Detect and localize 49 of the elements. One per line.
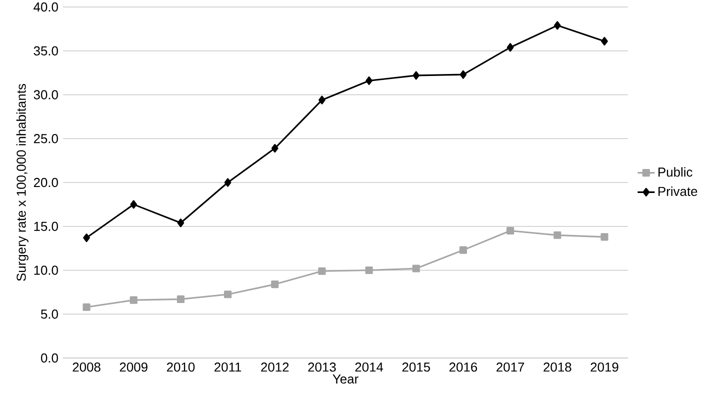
point: [412, 264, 420, 272]
point: [130, 296, 138, 304]
point: [412, 71, 420, 80]
legend-label: Public: [658, 167, 692, 177]
point: [224, 290, 232, 298]
y-tick-label: 5.0: [40, 310, 58, 319]
point: [177, 218, 184, 228]
x-tick-label: 2008: [72, 362, 100, 372]
point: [224, 178, 232, 187]
y-tick-label: 30.0: [34, 90, 58, 100]
point: [271, 144, 278, 153]
legend-label: Private: [658, 186, 698, 196]
point: [506, 226, 514, 235]
y-tick-label: 35.0: [34, 46, 58, 56]
x-tick-label: 2016: [449, 362, 478, 372]
x-tick-label: 2014: [355, 362, 384, 372]
point: [365, 266, 373, 274]
point: [83, 233, 90, 242]
point: [366, 76, 372, 85]
point: [130, 200, 138, 209]
point: [460, 70, 467, 79]
y-tick-label: 15.0: [34, 222, 58, 231]
point: [82, 303, 90, 311]
point: [506, 43, 514, 52]
x-tick-label: 2017: [496, 362, 524, 372]
point: [318, 267, 326, 275]
point: [176, 295, 184, 303]
x-tick-label: 2010: [166, 362, 195, 372]
point: [554, 231, 562, 239]
x-tick-label: 2012: [261, 362, 289, 372]
y-axis-title: Surgery rate x 100,000 inhabitants: [16, 84, 28, 281]
x-tick-label: 2018: [544, 362, 572, 372]
x-tick-label: 2011: [214, 362, 242, 372]
x-axis-title: Year: [332, 374, 358, 384]
y-tick-label: 0.0: [40, 353, 58, 363]
point: [600, 233, 608, 241]
y-tick-label: 25.0: [34, 134, 58, 144]
x-tick-label: 2009: [120, 362, 148, 372]
y-tick-label: 40.0: [34, 2, 58, 12]
y-tick-label: 20.0: [34, 178, 58, 188]
point: [318, 96, 326, 104]
point: [554, 21, 561, 30]
y-tick-label: 10.0: [34, 266, 58, 275]
x-tick-label: 2015: [402, 362, 430, 372]
point: [459, 246, 468, 254]
x-tick-label: 2013: [308, 362, 336, 372]
x-tick-label: 2019: [590, 362, 618, 372]
point: [601, 36, 608, 46]
point: [271, 280, 279, 288]
